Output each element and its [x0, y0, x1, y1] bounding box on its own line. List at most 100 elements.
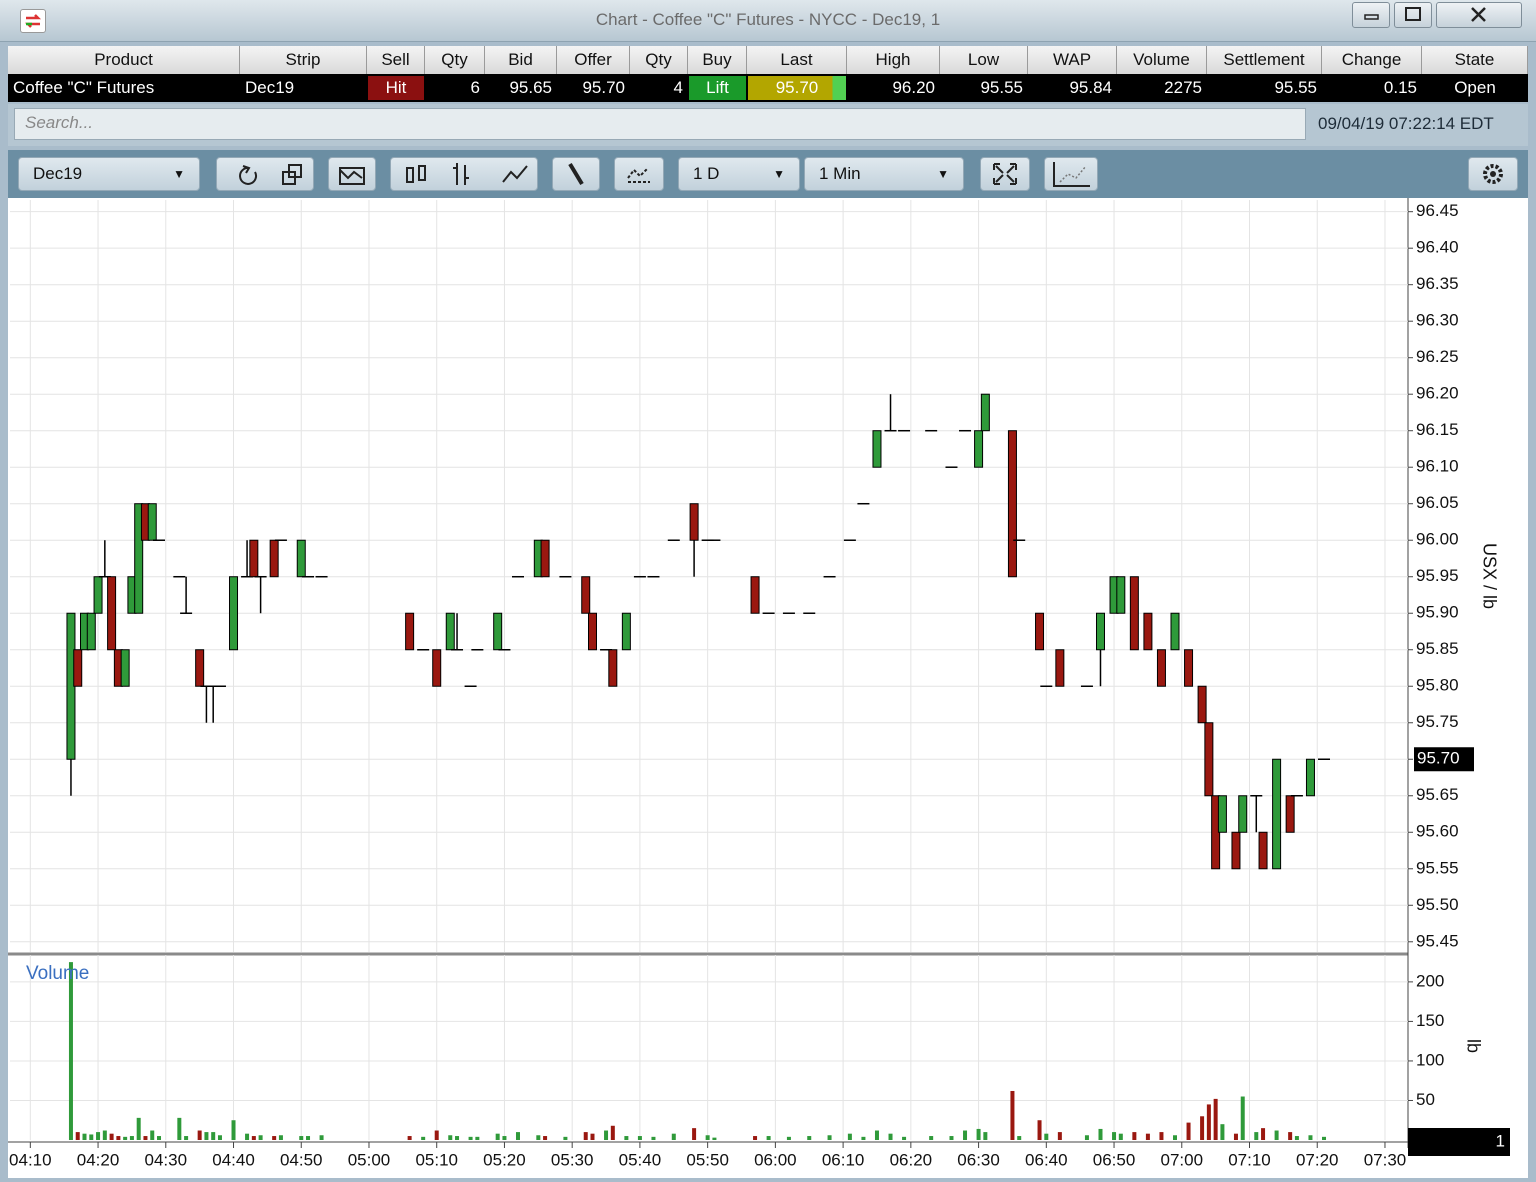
volume-bar: [902, 1136, 907, 1140]
volume-bar: [515, 1132, 520, 1140]
y-tick-label: 95.80: [1416, 676, 1459, 695]
volume-bar: [136, 1117, 141, 1140]
x-tick-label: 07:30: [1364, 1150, 1407, 1169]
quote-cell: 95.84: [1029, 76, 1116, 100]
volume-bar: [204, 1132, 209, 1140]
fit-button[interactable]: [980, 157, 1030, 191]
volume-button[interactable]: [1044, 157, 1098, 191]
candle-body: [608, 649, 618, 687]
close-button[interactable]: [1436, 2, 1522, 28]
chart-type-button[interactable]: [328, 157, 376, 191]
candle-body: [1238, 795, 1248, 833]
column-header: Last: [747, 46, 847, 74]
volume-bar: [861, 1136, 866, 1140]
x-tick-label: 07:10: [1228, 1150, 1271, 1169]
y-tick-label: 50: [1416, 1090, 1435, 1109]
x-tick-label: 05:00: [348, 1150, 391, 1169]
volume-bar: [874, 1130, 879, 1140]
volume-bar: [536, 1135, 541, 1140]
volume-bar: [502, 1136, 507, 1140]
candle-body: [1143, 612, 1153, 651]
candle-body: [405, 612, 415, 651]
volume-bar: [211, 1132, 216, 1140]
study-button[interactable]: [614, 157, 664, 191]
volume-bar: [847, 1133, 852, 1140]
candle-body: [1035, 612, 1045, 651]
y-tick-label: 96.25: [1416, 347, 1459, 366]
y-tick-label: 95.60: [1416, 822, 1459, 841]
volume-bar: [475, 1136, 480, 1140]
volume-bar: [157, 1136, 162, 1140]
volume-bar: [82, 1133, 87, 1140]
candle-body: [229, 576, 239, 651]
range-dropdown[interactable]: 1 D ▼: [678, 157, 800, 191]
contract-label: Dec19: [33, 164, 83, 183]
column-header: Offer: [557, 46, 630, 74]
minimize-button[interactable]: [1352, 2, 1390, 28]
volume-bar: [1010, 1090, 1015, 1140]
candle-body: [86, 612, 96, 651]
quote-cell: 95.55: [941, 76, 1027, 100]
draw-button[interactable]: [552, 157, 600, 191]
x-tick-label: 05:40: [619, 1150, 662, 1169]
volume-bar: [1288, 1132, 1293, 1140]
column-header: High: [847, 46, 940, 74]
volume-bar: [1132, 1132, 1137, 1140]
reset-button[interactable]: [216, 157, 314, 191]
quote-cell: Open: [1423, 76, 1527, 100]
search-input[interactable]: Search...: [14, 108, 1306, 140]
y-tick-label: 95.85: [1416, 639, 1459, 658]
clock: 09/04/19 07:22:14 EDT: [1318, 114, 1494, 133]
candle-body: [980, 393, 990, 432]
candle-body: [581, 576, 591, 614]
gear-icon: [1483, 164, 1503, 184]
quote-cell: 4: [631, 76, 687, 100]
style-buttons[interactable]: [390, 157, 538, 191]
contract-dropdown[interactable]: Dec19 ▼: [18, 157, 200, 191]
close-icon: [1471, 7, 1486, 22]
x-tick-label: 06:10: [822, 1150, 865, 1169]
x-tick-label: 04:20: [77, 1150, 120, 1169]
column-header: Qty: [630, 46, 688, 74]
volume-icon: [1053, 162, 1090, 187]
candle-body: [1007, 430, 1017, 578]
volume-bar: [102, 1130, 107, 1140]
settings-button[interactable]: [1468, 157, 1518, 191]
volume-bar: [1206, 1104, 1211, 1140]
maximize-icon: [1405, 7, 1421, 21]
y-tick-label: 95.45: [1416, 931, 1459, 950]
interval-dropdown[interactable]: 1 Min ▼: [804, 157, 964, 191]
quote-cell[interactable]: Lift: [689, 76, 746, 100]
volume-bar: [712, 1137, 717, 1140]
volume-bar: [807, 1136, 812, 1140]
candle-body: [195, 649, 205, 687]
quote-cell: 0.15: [1323, 76, 1421, 100]
volume-bar: [1159, 1132, 1164, 1140]
maximize-button[interactable]: [1394, 2, 1432, 28]
quote-cell[interactable]: Hit: [368, 76, 424, 100]
candle-body: [432, 649, 442, 687]
volume-bar: [251, 1136, 256, 1140]
candle-body: [540, 539, 550, 578]
volume-bar: [1084, 1135, 1089, 1140]
candle-body: [1170, 612, 1180, 651]
app-icon: [20, 9, 46, 33]
y-tick-label: 96.10: [1416, 457, 1459, 476]
quote-table: Product Strip Sell Qty Bid Offer Qty Buy Last Hig…: [8, 46, 1528, 102]
volume-bar: [543, 1136, 548, 1140]
volume-bar: [1098, 1128, 1103, 1140]
volume-bar: [258, 1135, 263, 1140]
x-tick-label: 06:00: [754, 1150, 797, 1169]
search-row: Search... 09/04/19 07:22:14 EDT: [8, 104, 1528, 146]
x-tick-label: 05:20: [483, 1150, 526, 1169]
volume-bar: [1294, 1136, 1299, 1140]
y-tick-label: 96.35: [1416, 274, 1459, 293]
volume-bar: [245, 1133, 250, 1140]
volume-bar: [231, 1120, 236, 1140]
volume-bar: [583, 1132, 588, 1140]
volume-bar: [468, 1136, 473, 1140]
volume-bar: [705, 1135, 710, 1140]
volume-bar: [929, 1136, 934, 1140]
candle-body: [269, 539, 279, 578]
y-tick-label: 100: [1416, 1050, 1444, 1069]
